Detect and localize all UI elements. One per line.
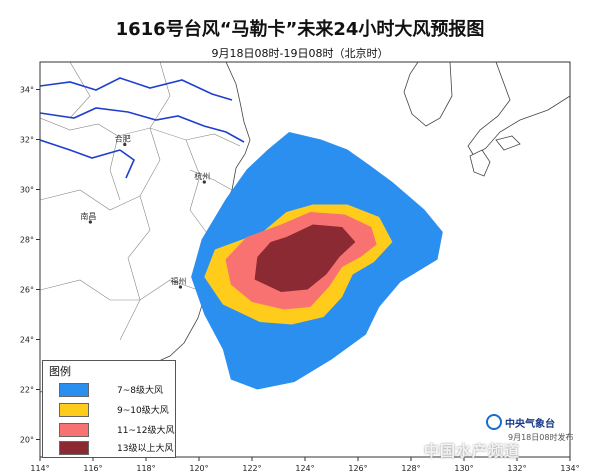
lat-tick-label: 20° <box>20 436 34 445</box>
shikoku-land <box>495 135 521 151</box>
cma-logo: 中央气象台 <box>486 414 555 430</box>
lat-tick-label: 26° <box>20 286 34 295</box>
watermark-subtext: 9月18日08时发布 <box>508 433 574 442</box>
lon-tick-label: 130° <box>454 464 473 473</box>
lat-tick-label: 22° <box>20 386 34 395</box>
lon-tick-label: 122° <box>242 464 261 473</box>
legend-box: 图例 7~8级大风 9~10级大风 11~12级大风 13级以上大风 <box>42 360 176 458</box>
city-dot <box>202 180 206 184</box>
cma-logo-icon <box>486 414 502 430</box>
city-label: 杭州 <box>194 171 210 181</box>
lat-tick-label: 32° <box>20 136 34 145</box>
map-subtitle: 9月18日08时-19日08时（北京时） <box>211 47 389 60</box>
city-dot <box>88 220 92 224</box>
city-label: 福州 <box>170 277 186 286</box>
japan-land <box>467 62 570 157</box>
wind-zones <box>191 132 443 390</box>
watermark-text: 中国水产频道 <box>424 442 521 460</box>
lat-tick-label: 24° <box>20 336 34 345</box>
lon-tick-label: 116° <box>83 464 102 473</box>
lat-tick-label: 34° <box>20 86 34 95</box>
lon-tick-label: 128° <box>401 464 420 473</box>
map-title: 1616号台风“马勒卡”未来24小时大风预报图 <box>115 19 485 40</box>
legend-title: 图例 <box>49 365 71 378</box>
city-dot <box>123 142 127 147</box>
province-borders <box>40 62 241 341</box>
lon-tick-label: 118° <box>136 464 155 473</box>
axis-ticks: 114° 116° 118° 120° 122° 124° 126° 128° 130° 132°… <box>20 86 580 474</box>
city-dot <box>178 285 183 289</box>
rivers <box>40 77 245 179</box>
legend-label: 11~12级大风 <box>117 426 175 436</box>
legend-swatch <box>59 423 89 437</box>
legend-item-13-plus: 13级以上大风 <box>51 441 174 455</box>
kyushu-land <box>469 149 491 177</box>
legend-item-9-10: 9~10级大风 <box>51 403 171 417</box>
legend-label: 13级以上大风 <box>117 444 174 454</box>
logo-text: 中央气象台 <box>505 419 555 430</box>
legend-swatch <box>59 441 89 455</box>
legend-swatch <box>59 383 89 397</box>
legend-item-7-8: 7~8级大风 <box>51 383 171 397</box>
lon-tick-label: 134° <box>560 464 579 473</box>
legend-item-11-12: 11~12级大风 <box>51 423 175 437</box>
legend-swatch <box>59 403 89 417</box>
lon-tick-label: 124° <box>295 464 314 473</box>
lon-tick-label: 126° <box>348 464 367 473</box>
city-label: 南昌 <box>80 211 96 221</box>
lat-tick-label: 30° <box>20 186 34 195</box>
wind-zone-3 <box>254 224 356 292</box>
legend-label: 9~10级大风 <box>117 406 169 416</box>
lat-tick-label: 28° <box>20 236 34 245</box>
lon-tick-label: 114° <box>30 464 49 473</box>
legend-label: 7~8级大风 <box>117 386 163 396</box>
lon-tick-label: 120° <box>189 464 208 473</box>
city-label: 合肥 <box>115 134 131 144</box>
lon-tick-label: 132° <box>507 464 526 473</box>
korea-land <box>403 62 453 127</box>
